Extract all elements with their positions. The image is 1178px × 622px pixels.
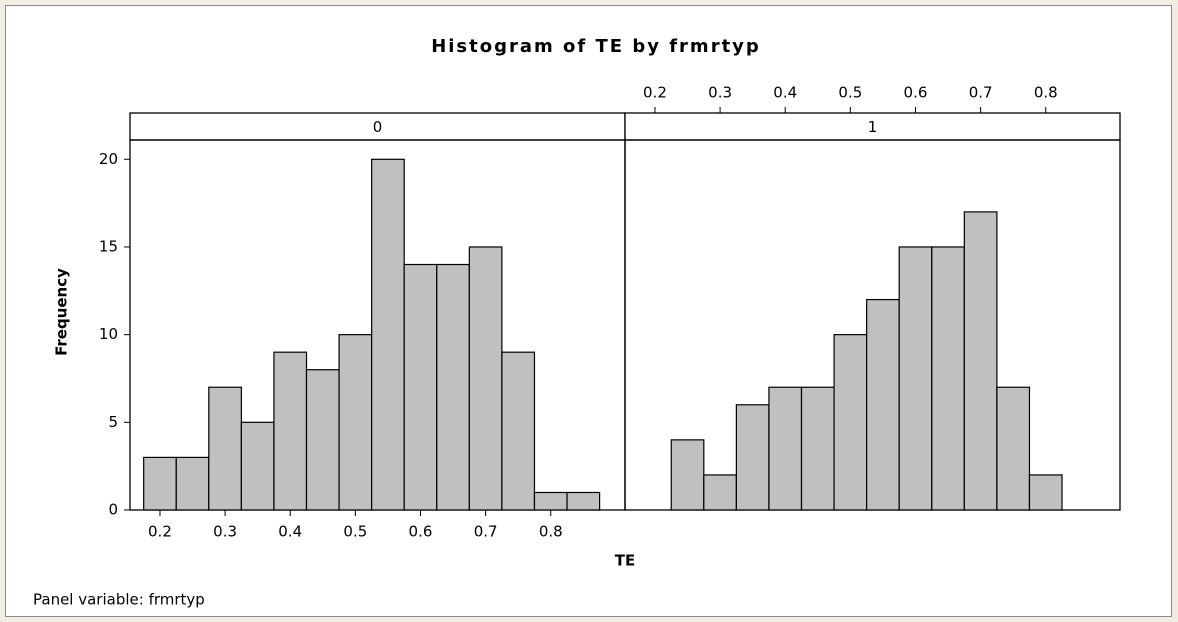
bar xyxy=(371,158,405,511)
bar xyxy=(1028,474,1063,511)
bar xyxy=(963,211,998,511)
x-tick-label: 0.7 xyxy=(969,84,993,102)
bar xyxy=(703,474,737,511)
x-axis-title: TE xyxy=(615,552,635,570)
y-tick-label: 5 xyxy=(108,413,118,431)
footnote: Panel variable: frmrtyp xyxy=(33,591,205,609)
bar xyxy=(833,334,868,511)
bar xyxy=(468,246,503,511)
chart-title: Histogram of TE by frmrtyp xyxy=(431,36,761,57)
x-tick-label: 0.5 xyxy=(838,84,862,102)
x-tick-label: 0.5 xyxy=(343,523,367,541)
bar xyxy=(996,386,1031,511)
bar xyxy=(931,246,965,511)
y-axis-title: Frequency xyxy=(53,268,71,356)
bar xyxy=(273,351,308,511)
bar xyxy=(670,439,705,511)
x-tick-label: 0.2 xyxy=(643,84,667,102)
x-tick-label: 0.3 xyxy=(708,84,732,102)
bar xyxy=(338,334,373,511)
bar xyxy=(208,386,242,511)
bar xyxy=(866,298,900,511)
bar xyxy=(175,456,210,511)
x-tick-label: 0.3 xyxy=(213,523,237,541)
y-tick-label: 10 xyxy=(99,325,118,343)
bar xyxy=(566,491,601,511)
x-tick-label: 0.8 xyxy=(539,523,563,541)
x-tick-label: 0.8 xyxy=(1034,84,1058,102)
panel-label: 1 xyxy=(868,118,878,136)
bar xyxy=(898,246,933,511)
x-tick-label: 0.6 xyxy=(904,84,928,102)
bar xyxy=(305,369,340,511)
y-tick-label: 15 xyxy=(99,237,118,255)
bar xyxy=(436,263,470,511)
x-tick-label: 0.4 xyxy=(278,523,302,541)
x-tick-label: 0.4 xyxy=(773,84,797,102)
bar xyxy=(403,263,438,511)
x-tick-label: 0.2 xyxy=(148,523,172,541)
bar xyxy=(768,386,803,511)
panel-label: 0 xyxy=(373,118,383,136)
bar xyxy=(240,421,275,511)
bar xyxy=(501,351,536,511)
y-tick-label: 0 xyxy=(108,501,118,519)
x-tick-label: 0.7 xyxy=(474,523,498,541)
x-tick-label: 0.6 xyxy=(409,523,433,541)
bar xyxy=(800,386,835,511)
bar xyxy=(533,491,568,511)
y-tick-label: 20 xyxy=(99,150,118,168)
bar xyxy=(143,456,177,511)
bar xyxy=(735,404,770,511)
